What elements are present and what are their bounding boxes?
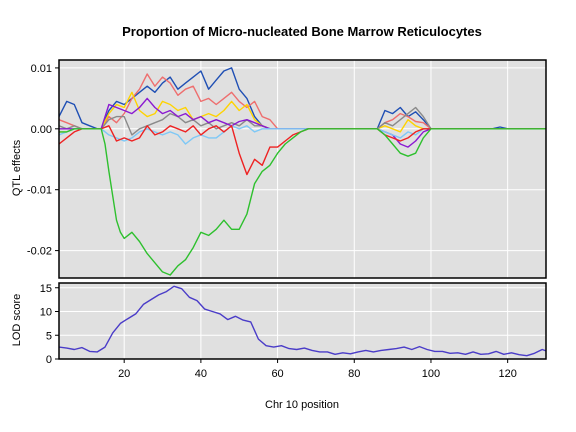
- lod-score-panel: 0 5 10 15 20 40 60 80 100 120: [40, 282, 547, 380]
- top-plot-frame: [58, 59, 547, 279]
- bottom-plot-frame: [58, 282, 547, 360]
- bottom-plot-background: [59, 283, 546, 359]
- bottom-y-tick-label: 0: [46, 354, 52, 366]
- bottom-y-tick-label: 15: [40, 283, 52, 295]
- top-y-tick-label: -0.02: [27, 246, 52, 258]
- x-tick-label: 80: [348, 368, 360, 380]
- x-tick-label: 120: [498, 368, 516, 380]
- chart-title: Proportion of Micro-nucleated Bone Marro…: [122, 24, 482, 39]
- bottom-y-tick-label: 5: [46, 330, 52, 342]
- bottom-y-axis-label: LOD score: [11, 294, 23, 347]
- bottom-series-line-0: [59, 285, 546, 357]
- x-tick-label: 100: [422, 368, 440, 380]
- top-y-axis-label: QTL effects: [11, 139, 23, 196]
- qtl-effects-panel: -0.02 -0.01 0.00 0.01: [27, 59, 547, 279]
- top-y-tick-label: 0.01: [31, 63, 52, 75]
- x-tick-label: 20: [118, 368, 130, 380]
- top-y-tick-label: -0.01: [27, 185, 52, 197]
- top-series-line-7: [59, 128, 546, 276]
- x-tick-label: 60: [271, 368, 283, 380]
- bottom-y-tick-label: 10: [40, 307, 52, 319]
- x-tick-label: 40: [195, 368, 207, 380]
- x-axis-label: Chr 10 position: [265, 399, 339, 411]
- top-y-tick-label: 0.00: [31, 124, 52, 136]
